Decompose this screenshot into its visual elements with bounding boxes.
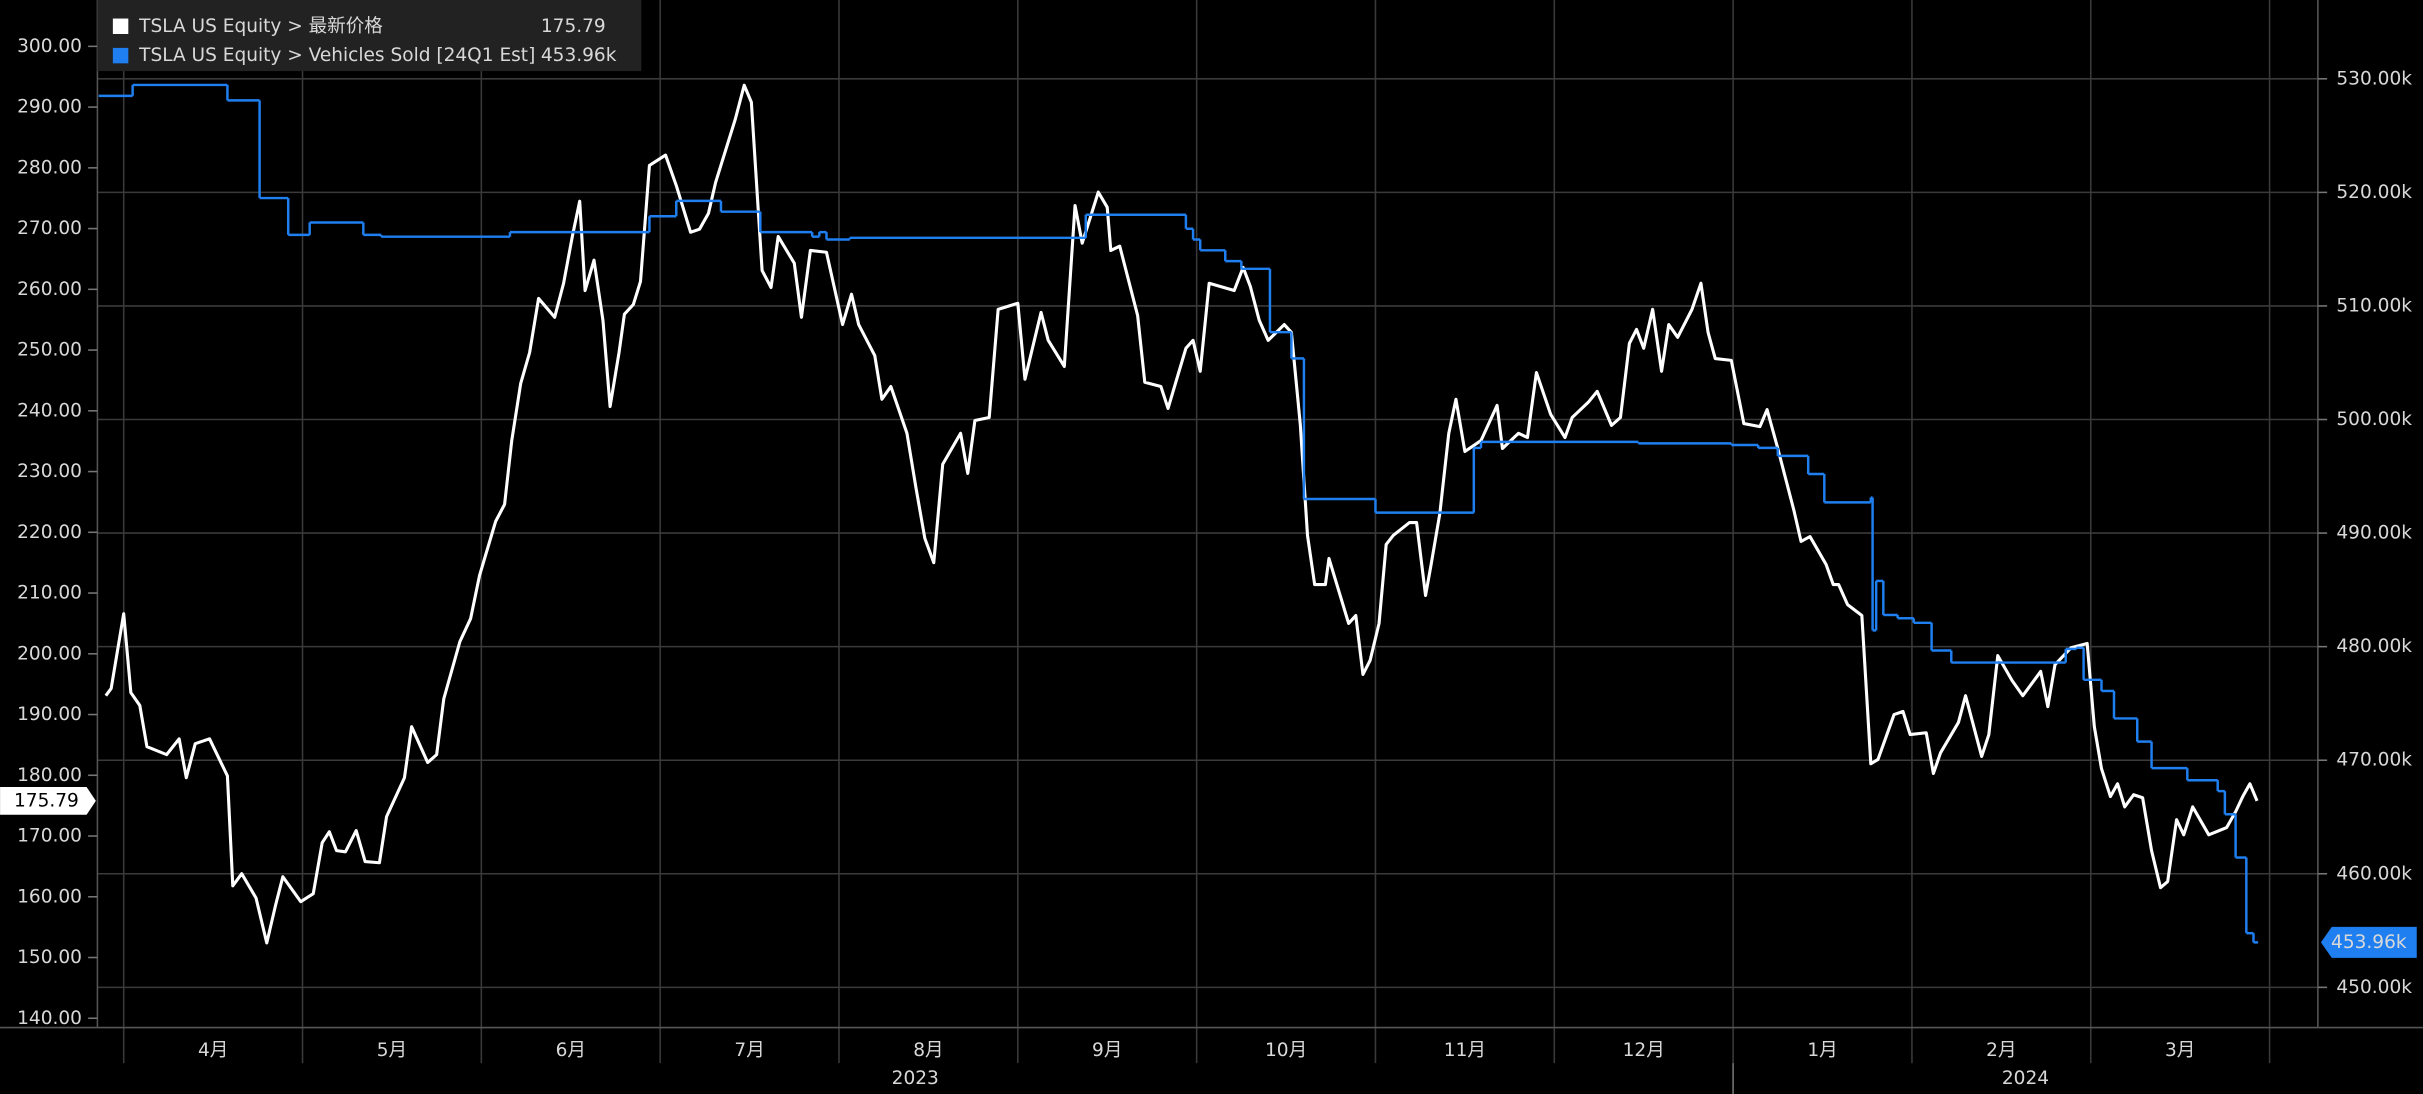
- y2-tick-label: 520.00k: [2336, 182, 2412, 203]
- x-tick-label: 2月: [1986, 1040, 2016, 1061]
- y2-tick-label: 470.00k: [2336, 750, 2412, 771]
- y-tick-label: 210.00: [17, 583, 82, 604]
- legend-swatch: [112, 18, 129, 34]
- y-tick-label: 220.00: [17, 522, 82, 543]
- y-tick-label: 200.00: [17, 643, 82, 664]
- y2-tick-label: 510.00k: [2336, 295, 2412, 316]
- x-tick-label: 7月: [734, 1040, 764, 1061]
- legend-box: [97, 0, 642, 72]
- y-tick-label: 150.00: [17, 947, 82, 968]
- y-tick-label: 170.00: [17, 826, 82, 847]
- x-tick-label: 12月: [1623, 1040, 1665, 1061]
- legend-label: TSLA US Equity > Vehicles Sold [24Q1 Est…: [138, 45, 535, 66]
- y-tick-label: 240.00: [17, 400, 82, 421]
- last-value-label: 453.96k: [2331, 932, 2407, 953]
- x-tick-label: 8月: [913, 1040, 943, 1061]
- legend-value: 453.96k: [541, 45, 617, 66]
- y-tick-label: 290.00: [17, 97, 82, 118]
- year-label: 2023: [892, 1068, 939, 1089]
- legend-value: 175.79: [541, 16, 606, 37]
- y-tick-label: 300.00: [17, 36, 82, 57]
- y2-tick-label: 450.00k: [2336, 977, 2412, 998]
- last-value-tag: [0, 786, 96, 815]
- y-tick-label: 280.00: [17, 157, 82, 178]
- y-tick-label: 160.00: [17, 886, 82, 907]
- x-tick-label: 9月: [1092, 1040, 1122, 1061]
- x-tick-label: 11月: [1444, 1040, 1486, 1061]
- legend: TSLA US Equity > 最新价格 175.79 TSLA US Equit…: [97, 0, 642, 72]
- last-value-tag: [2320, 926, 2417, 958]
- price-line: [104, 83, 2259, 945]
- last-value-label: 175.79: [14, 790, 79, 811]
- y2-tick-label: 530.00k: [2336, 68, 2412, 89]
- x-tick-label: 10月: [1265, 1040, 1307, 1061]
- y-tick-label: 260.00: [17, 279, 82, 300]
- x-tick-label: 4月: [198, 1040, 228, 1061]
- x-tick-label: 6月: [556, 1040, 586, 1061]
- y2-tick-label: 490.00k: [2336, 523, 2412, 544]
- y-tick-label: 180.00: [17, 765, 82, 786]
- y-tick-label: 250.00: [17, 340, 82, 361]
- grid-layer: [97, 0, 2318, 1064]
- y2-tick-label: 500.00k: [2336, 409, 2412, 430]
- legend-swatch: [112, 47, 129, 64]
- x-tick-label: 3月: [2165, 1040, 2195, 1061]
- y-tick-label: 230.00: [17, 461, 82, 482]
- y-tick-label: 270.00: [17, 218, 82, 239]
- y-tick-label: 190.00: [17, 704, 82, 725]
- legend-label: TSLA US Equity > 最新价格: [138, 16, 383, 37]
- x-tick-label: 1月: [1807, 1040, 1837, 1061]
- plot-layer: [98, 83, 2259, 945]
- y2-tick-label: 460.00k: [2336, 863, 2412, 884]
- year-label: 2024: [2002, 1068, 2049, 1089]
- x-tick-label: 5月: [377, 1040, 407, 1061]
- y-tick-label: 140.00: [17, 1008, 82, 1029]
- y2-tick-label: 480.00k: [2336, 636, 2412, 657]
